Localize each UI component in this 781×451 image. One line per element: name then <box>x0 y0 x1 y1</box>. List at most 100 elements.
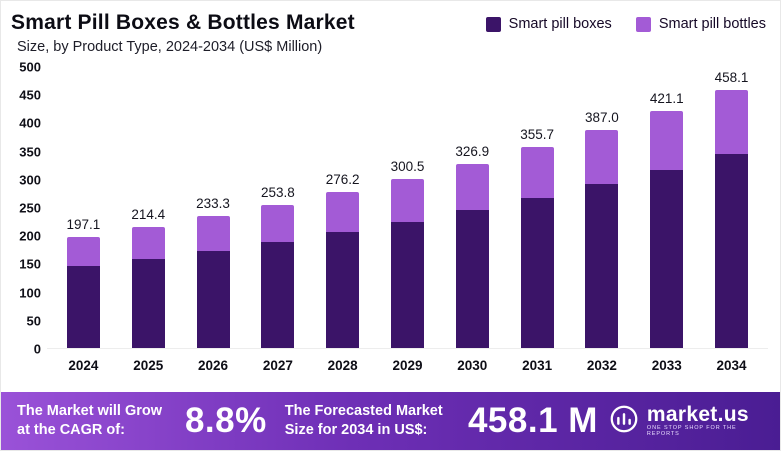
bar-total-label: 197.1 <box>66 216 101 232</box>
bar-stack <box>326 192 360 348</box>
bar-stack <box>196 216 230 348</box>
bar-segment-boxes <box>585 184 619 348</box>
y-axis-tick: 300 <box>19 172 41 188</box>
bar-stack <box>715 89 749 348</box>
bar-segment-bottles <box>455 163 489 211</box>
legend-item: Smart pill bottles <box>635 16 766 32</box>
brand-block: market.us ONE STOP SHOP FOR THE REPORTS <box>608 403 764 440</box>
bar-segment-boxes <box>131 258 165 348</box>
bar-segment-boxes <box>390 221 424 348</box>
y-axis-tick: 200 <box>19 228 41 244</box>
bar-stack <box>455 163 489 348</box>
bar-column: 253.8 <box>257 185 299 348</box>
forecast-label: The Forecasted Market Size for 2034 in U… <box>284 403 443 438</box>
y-axis-tick: 450 <box>19 87 41 103</box>
market-us-logo-icon <box>608 403 640 440</box>
bar-stack <box>66 236 100 348</box>
bar-total-label: 421.1 <box>649 90 684 106</box>
legend-swatch <box>635 16 651 32</box>
brand-tagline: ONE STOP SHOP FOR THE REPORTS <box>646 425 737 438</box>
legend-label: Smart pill boxes <box>508 16 612 32</box>
chart-header: Smart Pill Boxes & Bottles Market Size, … <box>1 1 780 55</box>
brand-text: market.us ONE STOP SHOP FOR THE REPORTS <box>647 404 764 438</box>
bar-total-label: 326.9 <box>455 143 490 159</box>
bar-column: 421.1 <box>646 91 688 348</box>
bar-chart: 0 50 100 150 200 250 300 350 400 450 500 197.1 214.… <box>1 60 780 373</box>
legend-item: Smart pill boxes <box>485 16 612 32</box>
bar-segment-boxes <box>455 210 489 348</box>
bar-segment-boxes <box>66 266 100 348</box>
bar-column: 214.4 <box>127 207 169 348</box>
bar-column: 355.7 <box>516 127 558 348</box>
y-axis-tick: 100 <box>19 285 41 301</box>
y-axis-tick: 50 <box>26 313 41 329</box>
bar-total-label: 276.2 <box>325 172 360 188</box>
bar-segment-bottles <box>326 192 360 233</box>
bar-segment-bottles <box>520 147 554 198</box>
bar-column: 233.3 <box>192 196 234 348</box>
x-axis: 2024 2025 2026 2027 2028 2029 2030 2031 2032 2033… <box>47 358 768 373</box>
bar-segment-boxes <box>650 169 684 348</box>
bar-segment-bottles <box>131 227 165 259</box>
plot-area: 197.1 214.4 233.3 253.8 276.2 300.5 326.9 355.7… <box>47 67 768 349</box>
bar-segment-bottles <box>715 89 749 154</box>
bar-total-label: 355.7 <box>520 127 554 143</box>
x-axis-label: 2032 <box>586 358 617 373</box>
bar-segment-bottles <box>650 110 684 170</box>
y-axis-tick: 350 <box>19 144 41 160</box>
bar-segment-boxes <box>196 251 230 348</box>
x-axis-label: 2034 <box>716 358 747 373</box>
bar-column: 300.5 <box>386 159 428 348</box>
legend-label: Smart pill bottles <box>658 16 766 32</box>
x-axis-label: 2029 <box>392 358 423 373</box>
x-axis-label: 2031 <box>522 358 553 373</box>
footer-banner: The Market will Grow at the CAGR of: 8.8… <box>1 392 780 450</box>
bar-total-label: 233.3 <box>196 196 230 212</box>
y-axis: 0 50 100 150 200 250 300 350 400 450 500 <box>11 60 47 357</box>
x-axis-label: 2028 <box>327 358 358 373</box>
bar-stack <box>261 204 295 348</box>
cagr-label: The Market will Grow at the CAGR of: <box>17 403 163 438</box>
bar-segment-bottles <box>585 129 619 185</box>
bar-total-label: 253.8 <box>260 184 295 200</box>
bar-stack <box>390 178 424 348</box>
bar-stack <box>585 129 619 348</box>
bar-segment-bottles <box>261 204 295 242</box>
bar-segment-boxes <box>520 197 554 348</box>
x-axis-label: 2027 <box>262 358 293 373</box>
bar-segment-boxes <box>326 232 360 348</box>
chart-legend: Smart pill boxes Smart pill bottles <box>485 11 766 32</box>
forecast-value: 458.1 M <box>467 401 598 440</box>
bar-stack <box>650 110 684 348</box>
bar-segment-bottles <box>196 216 230 251</box>
x-axis-label: 2024 <box>68 358 99 373</box>
chart-title: Smart Pill Boxes & Bottles Market <box>11 11 355 34</box>
bar-stack <box>131 227 165 348</box>
legend-swatch <box>485 16 501 32</box>
brand-name: market.us <box>646 403 749 427</box>
y-axis-tick: 400 <box>19 115 41 131</box>
bar-column: 276.2 <box>322 172 364 348</box>
bar-total-label: 214.4 <box>131 207 166 223</box>
x-axis-label: 2025 <box>133 358 164 373</box>
bar-segment-bottles <box>390 178 424 222</box>
title-block: Smart Pill Boxes & Bottles Market Size, … <box>11 11 355 55</box>
cagr-value: 8.8% <box>184 401 267 440</box>
bar-total-label: 387.0 <box>585 109 619 125</box>
bar-column: 387.0 <box>581 110 623 348</box>
bar-column: 197.1 <box>62 217 104 348</box>
x-axis-label: 2030 <box>457 358 488 373</box>
y-axis-tick: 150 <box>19 256 41 272</box>
y-axis-tick: 0 <box>33 341 41 357</box>
bar-column: 326.9 <box>451 144 493 348</box>
plot-wrap: 197.1 214.4 233.3 253.8 276.2 300.5 326.9 355.7… <box>47 67 768 373</box>
y-axis-tick: 500 <box>19 59 41 75</box>
x-axis-label: 2033 <box>651 358 682 373</box>
bar-stack <box>520 147 554 348</box>
chart-subtitle: Size, by Product Type, 2024-2034 (US$ Mi… <box>17 39 323 55</box>
bar-total-label: 300.5 <box>390 158 425 174</box>
bar-column: 458.1 <box>711 70 753 348</box>
bar-segment-boxes <box>715 153 749 348</box>
x-axis-label: 2026 <box>198 358 229 373</box>
